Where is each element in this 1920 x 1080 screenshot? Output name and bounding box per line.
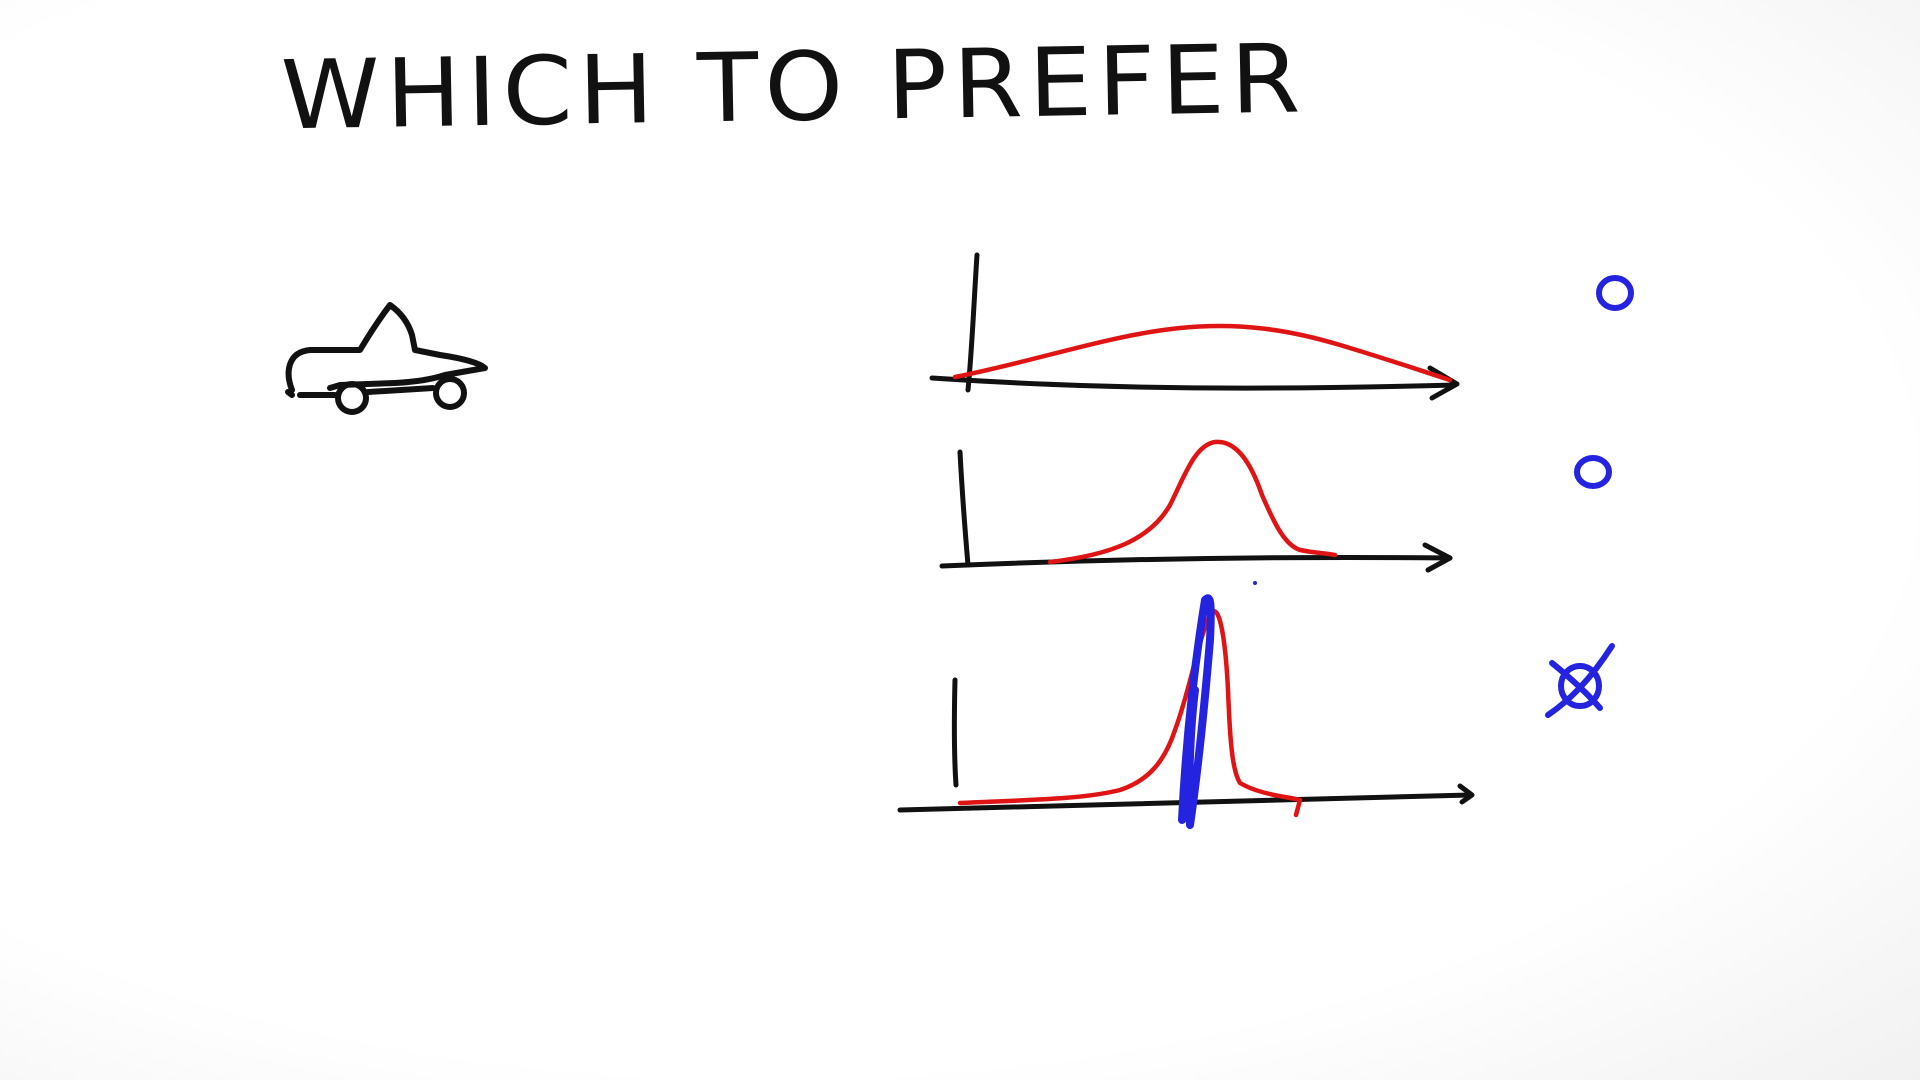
plot-narrow	[897, 581, 1615, 829]
plot-medium	[939, 439, 1612, 573]
curve-wide	[952, 323, 1453, 383]
axes	[897, 677, 1475, 813]
marker-circle	[1596, 275, 1634, 311]
plot-wide	[929, 252, 1634, 401]
curve-bell	[1047, 439, 1338, 565]
car-sketch-icon	[285, 302, 488, 415]
marker-crossed-circle	[1545, 643, 1615, 718]
ink-dot	[1253, 581, 1257, 585]
blue-spike	[1178, 594, 1215, 829]
curve-spike	[957, 608, 1303, 818]
marker-circle	[1574, 455, 1612, 489]
axes	[939, 449, 1453, 573]
